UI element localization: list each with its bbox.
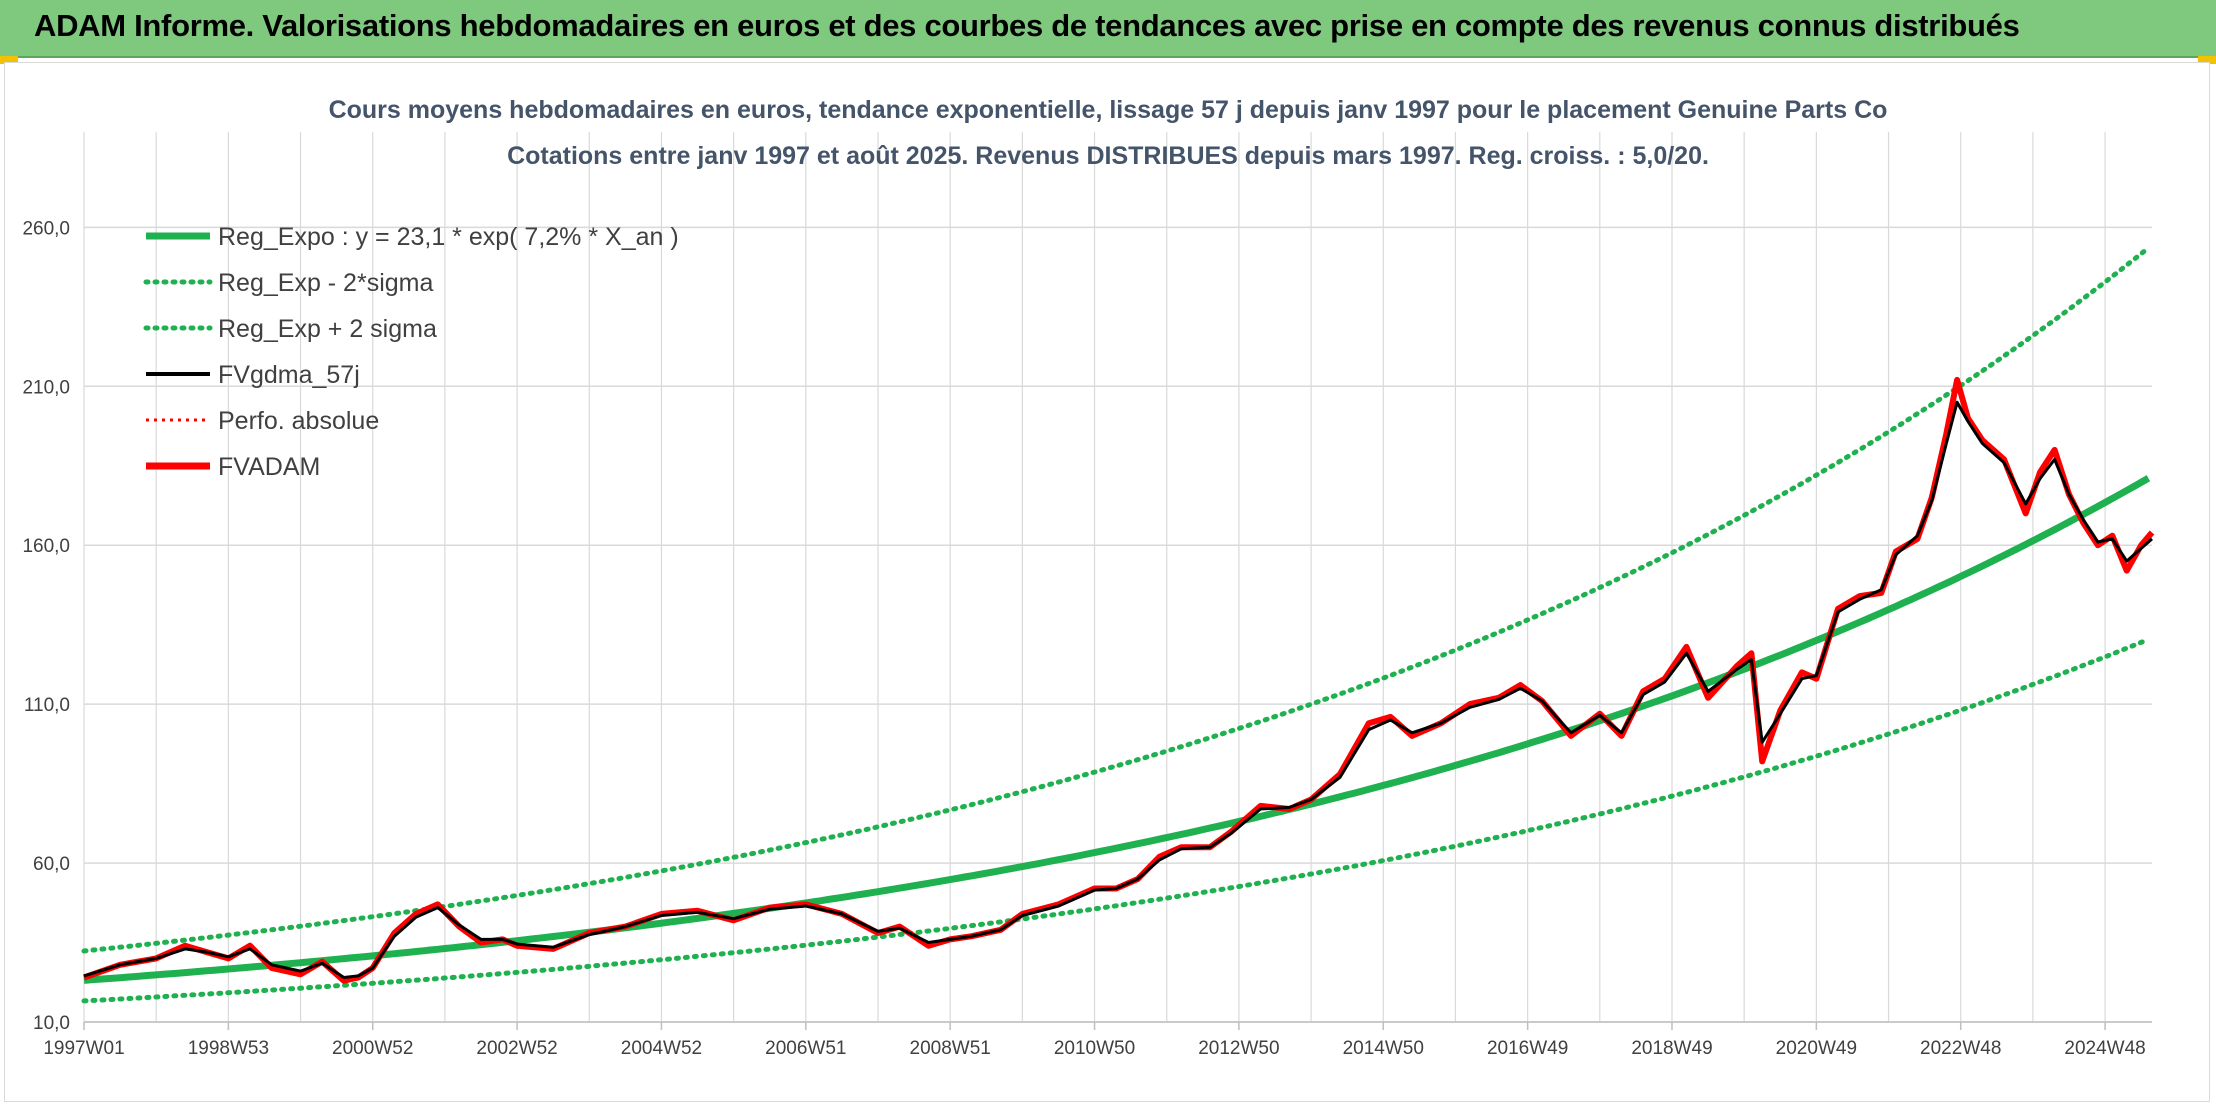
- y-tick-label: 210,0: [22, 377, 70, 398]
- y-tick-label: 10,0: [33, 1013, 70, 1034]
- legend-label: FVgdma_57j: [218, 361, 360, 389]
- chart-frame: [4, 62, 2210, 1102]
- x-tick-label: 2014W50: [1343, 1038, 1424, 1059]
- x-tick-label: 2016W49: [1487, 1038, 1568, 1059]
- chart-series: [81, 245, 2155, 1004]
- x-tick-label: 2008W51: [910, 1038, 991, 1059]
- legend-label: Reg_Expo : y = 23,1 * exp( 7,2% * X_an ): [218, 223, 679, 251]
- chart-title-line-1: Cours moyens hebdomadaires en euros, ten…: [329, 96, 1888, 124]
- chart-legend: Reg_Expo : y = 23,1 * exp( 7,2% * X_an )…: [143, 223, 679, 481]
- x-axis-labels: 1997W01 1998W53 2000W52 2002W52 2004W52 2006W…: [43, 1022, 2146, 1059]
- x-tick-label: 2024W48: [2064, 1038, 2145, 1059]
- x-tick-label: 2010W50: [1054, 1038, 1135, 1059]
- x-tick-label: 2000W52: [332, 1038, 413, 1059]
- x-tick-label: 2004W52: [621, 1038, 702, 1059]
- x-tick-label: 2018W49: [1631, 1038, 1712, 1059]
- corner-mark-right: [2198, 56, 2216, 64]
- corner-mark-left: [0, 56, 18, 64]
- fvadam-line: [83, 376, 2155, 984]
- report-banner: ADAM Informe. Valorisations hebdomadaire…: [0, 0, 2216, 58]
- legend-label: Reg_Exp - 2*sigma: [218, 269, 433, 297]
- fvgdma-57j-line: [83, 400, 2153, 979]
- x-tick-label: 2006W51: [765, 1038, 846, 1059]
- chart-title-group: Cours moyens hebdomadaires en euros, ten…: [329, 96, 1888, 170]
- report-title: ADAM Informe. Valorisations hebdomadaire…: [34, 8, 2020, 43]
- reg-expo-line: [83, 475, 2151, 984]
- x-tick-label: 2012W50: [1198, 1038, 1279, 1059]
- x-tick-label: 2002W52: [476, 1038, 557, 1059]
- legend-label: FVADAM: [218, 453, 320, 481]
- x-tick-label: 2020W49: [1776, 1038, 1857, 1059]
- chart-grid: [83, 132, 2152, 1023]
- y-axis-labels: 10,0 60,0 110,0 160,0 210,0 260,0: [22, 218, 70, 1034]
- legend-label: Reg_Exp + 2 sigma: [218, 315, 437, 343]
- x-tick-label: 1998W53: [188, 1038, 269, 1059]
- x-tick-label: 1997W01: [43, 1038, 124, 1059]
- y-tick-label: 110,0: [24, 695, 70, 716]
- x-tick-label: 2022W48: [1920, 1038, 2001, 1059]
- legend-label: Perfo. absolue: [218, 407, 379, 435]
- y-tick-label: 260,0: [22, 218, 70, 239]
- reg-exp-minus-2sigma-line: [81, 636, 2151, 1004]
- y-tick-label: 60,0: [33, 854, 70, 875]
- chart-title-line-2: Cotations entre janv 1997 et août 2025. …: [507, 142, 1709, 170]
- y-tick-label: 160,0: [22, 536, 70, 557]
